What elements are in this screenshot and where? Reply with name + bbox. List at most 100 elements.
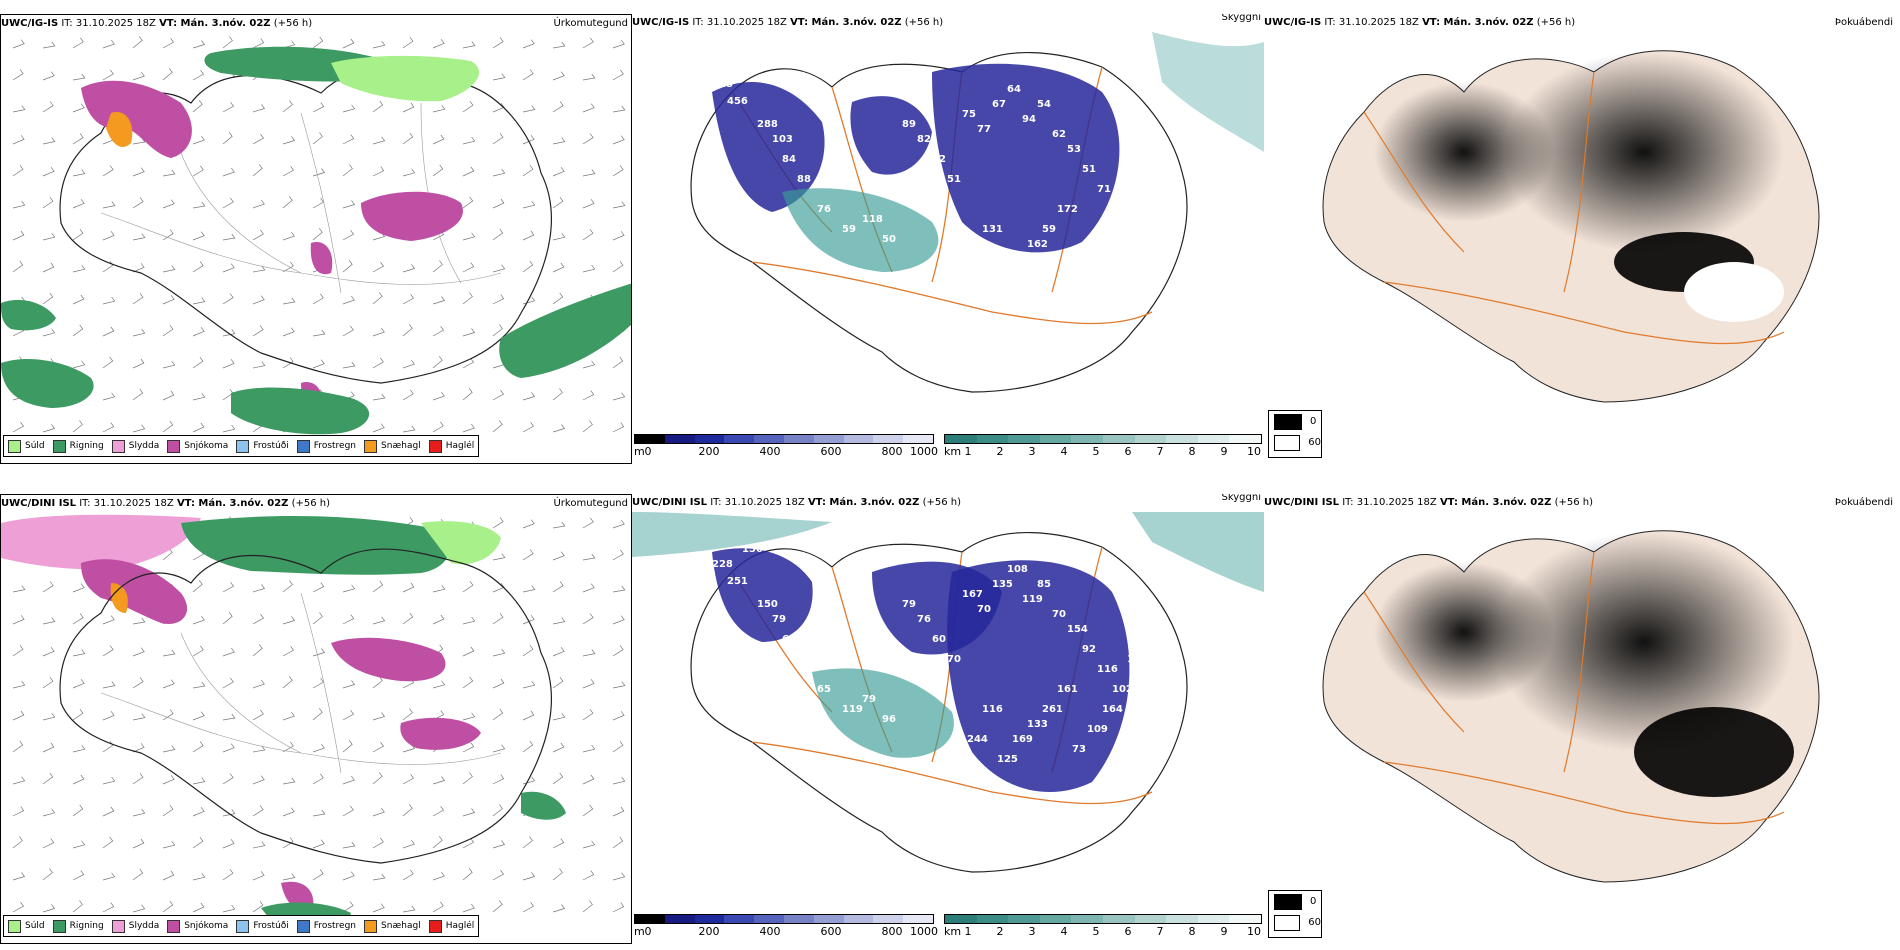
cloudbase-label: 102 [1112,684,1133,695]
wind-barb [522,392,536,401]
iceland-coastline [690,51,1188,393]
wind-barb [372,616,386,625]
cloudbase-label: 162 [1027,239,1048,250]
wind-barb [552,167,565,177]
wind-barb [492,132,504,145]
wind-barb [162,37,175,49]
wind-barb [72,73,86,81]
wind-barb [102,740,114,753]
cloudbase-label: 94 [1022,114,1036,125]
wind-barb [72,840,86,849]
wind-barb [222,101,235,113]
wind-barb [312,677,325,689]
precip-rain-north [181,516,450,575]
wind-barb [132,904,146,913]
wind-barb [282,231,295,241]
fog-indicator-panel-bottom: UWC/DINI ISL IT: 31.10.2025 18Z VT: Mán.… [1264,494,1896,944]
panel-header: UWC/DINI ISL IT: 31.10.2025 18Z VT: Mán.… [1264,497,1594,508]
wind-barb [342,901,354,913]
wind-barb [162,68,173,81]
wind-barb [402,582,415,593]
wind-barb [132,743,145,753]
cloudbase-label: 244 [967,734,988,745]
visibility-scale: 1 2 3 4 5 6 7 8 9 10 km [944,434,1262,462]
wind-barb [552,521,566,529]
wind-barb [282,741,294,753]
wind-barb [402,839,415,849]
wind-barb [402,102,415,113]
wind-barb [552,904,566,913]
wind-barb [522,680,536,689]
wind-barb [492,294,505,305]
cloudbase-label: 79 [772,614,786,625]
cloudbase-label: 128 [712,79,733,90]
wind-barb [72,199,85,209]
wind-barb [132,197,144,209]
wind-barb [552,424,566,433]
wind-barb [462,388,473,401]
wind-barb [192,392,206,401]
wind-barb [222,36,233,49]
wind-barb [42,838,55,849]
wind-barb [552,617,566,625]
cloudbase-label: 75 [1112,204,1126,215]
cloudbase-label: 93 [952,764,966,775]
cloudbase-label: 251 [727,576,748,587]
wind-barb [612,422,625,433]
precip-rain-west-edge [1,299,56,331]
wind-barb [132,713,146,721]
wind-barb [432,776,446,785]
wind-barb [282,136,296,145]
wind-barb [432,260,443,273]
cloudbase-label: 172 [1057,204,1078,215]
wind-barb [312,708,323,721]
cloudbase-label: 70 [977,604,991,615]
cloudbase-label: 74 [1102,224,1116,235]
wind-barb [552,71,565,81]
wind-barb [582,649,596,657]
wind-barb [42,868,53,881]
wind-barb [252,104,266,113]
wind-barb [372,327,385,337]
cloudbase-label: 71 [1097,184,1111,195]
cloudbase-label: 109 [1127,654,1148,665]
wind-barb [192,836,204,849]
wind-barb [252,871,265,881]
wind-barb [72,37,84,49]
wind-barb [582,679,595,689]
wind-barb [12,836,23,849]
wind-barb [192,807,205,817]
wind-barb [12,901,25,913]
wind-barb [192,681,206,689]
wind-barb [252,805,264,817]
wind-barb [462,676,474,689]
wind-barb [72,870,85,881]
cloudbase-label: 73 [797,654,811,665]
fog-legend: 0 60 [1268,890,1322,938]
wind-barb [372,807,385,817]
panel-header: UWC/DINI ISL IT: 31.10.2025 18Z VT: Mán.… [1,498,331,509]
wind-barb [132,292,144,305]
wind-barb [402,132,414,145]
wind-barb [282,837,294,849]
wind-barb [492,420,503,433]
wind-barb [12,39,25,49]
wind-barb [342,325,354,337]
wind-barb [552,41,566,49]
wind-barb [282,807,295,817]
wind-barb [12,421,25,433]
wind-barb [462,328,476,337]
legend-item: Haglél [428,439,474,453]
legend-item: Frostúði [236,919,289,933]
wind-barb [162,265,176,273]
wind-barb [162,679,175,689]
legend-item: Slydda [111,439,159,453]
wind-barb [552,101,564,113]
wind-barb [522,710,535,721]
wind-barb [612,806,625,817]
wind-barb [42,676,54,689]
wind-barb [582,840,596,849]
cloudbase-label: 51 [1082,164,1096,175]
wind-barb [492,744,506,753]
wind-barb [12,69,24,81]
